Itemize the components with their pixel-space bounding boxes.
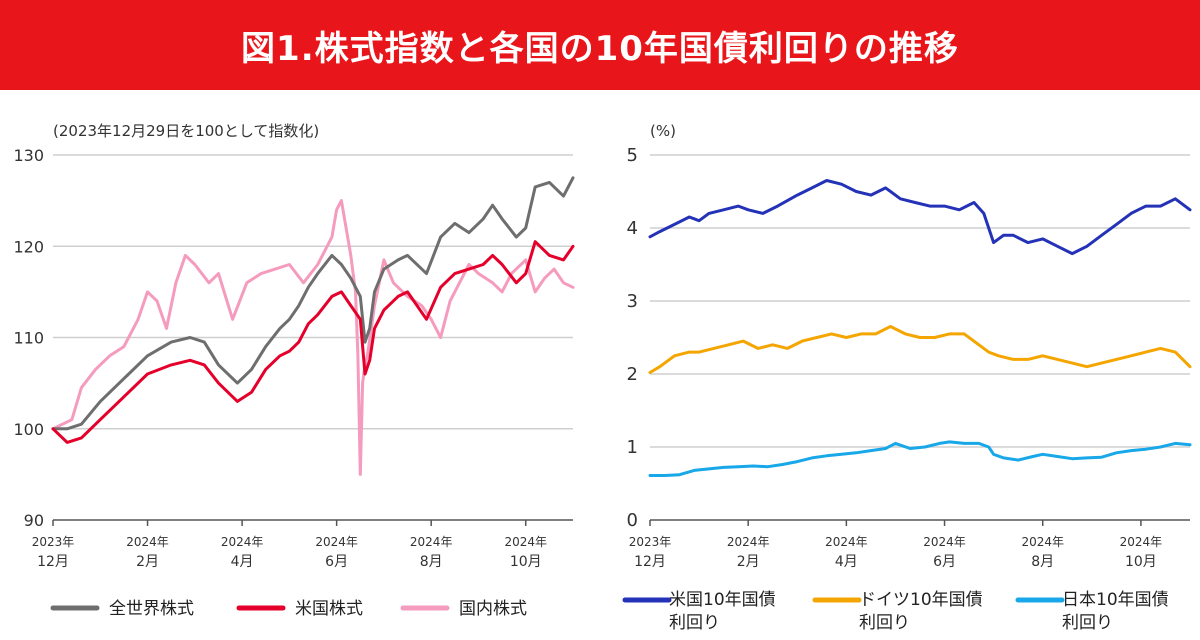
chart-0-xtick-month: 6月 [325,554,348,570]
chart-1-legend-label: ドイツ10年国債 [859,590,983,610]
chart-1-xtick-year: 2024年 [923,535,966,549]
chart-0-xtick-month: 4月 [231,554,254,570]
chart-title-banner: 図1.株式指数と各国の10年国債利回りの推移 [0,0,1200,90]
chart-1-legend-label: 米国10年国債 [669,590,776,610]
chart-1-ytick-label: 0 [627,510,638,531]
chart-0-legend-label: 全世界株式 [109,599,194,619]
chart-0-ytick-label: 90 [24,511,44,530]
chart-1-ytick-label: 4 [627,218,638,239]
chart-1-xtick-year: 2024年 [727,535,770,549]
chart-1-ytick-label: 1 [627,437,638,458]
chart-0-legend-label: 米国株式 [295,599,363,619]
chart-1-legend-label: 日本10年国債 [1062,590,1169,610]
chart-1-legend-label: 利回り [859,613,910,633]
chart-1-xtick-month: 8月 [1031,554,1054,570]
chart-1-ytick-label: 5 [627,145,638,166]
chart-1-ytick-label: 3 [627,291,638,312]
chart-1-series-2-line [648,440,1192,477]
chart-1-xtick-month: 6月 [933,554,956,570]
chart-1-xtick-year: 2024年 [825,535,868,549]
chart-1-xtick-month: 4月 [835,554,858,570]
chart-1-legend-label: 利回り [1062,613,1113,633]
chart-0-xtick-month: 8月 [420,554,443,570]
chart-0-xtick-year: 2024年 [315,535,358,549]
chart-0-series-1-line [51,240,575,444]
chart-0-xtick-year: 2024年 [504,535,547,549]
chart-1-xtick-month: 10月 [1125,554,1157,570]
chart-1-xtick-year: 2024年 [1120,535,1163,549]
chart-0-series-2-line [51,199,575,476]
chart-1-xtick-month: 2月 [737,554,760,570]
chart-1-series-1-line [648,325,1192,374]
chart-0-series-0-line [51,176,575,431]
chart-0-xtick-year: 2024年 [221,535,264,549]
chart-0-subtitle: (2023年12月29日を100として指数化) [53,122,319,140]
chart-0-xtick-year: 2024年 [410,535,453,549]
chart-1-legend-label: 利回り [669,613,720,633]
chart-1-xtick-year: 2023年 [629,535,672,549]
chart-0-legend-label: 国内株式 [459,599,527,619]
chart-0-ytick-label: 130 [13,146,44,165]
chart-1-ytick-label: 2 [627,364,638,385]
chart-1-xtick-month: 12月 [634,554,666,570]
chart-title: 図1.株式指数と各国の10年国債利回りの推移 [241,28,959,69]
chart-0-ytick-label: 120 [13,237,44,256]
chart-1-xtick-year: 2024年 [1021,535,1064,549]
chart-0-xtick-month: 10月 [510,554,542,570]
chart-1-series-0-line [648,179,1192,256]
chart-0-xtick-year: 2024年 [126,535,169,549]
chart-0-xtick-month: 2月 [136,554,159,570]
chart-0-xtick-month: 12月 [37,554,69,570]
chart-0-xtick-year: 2023年 [32,535,75,549]
chart-0-ytick-label: 100 [13,420,44,439]
chart-1-subtitle: (%) [650,122,676,140]
chart-0-ytick-label: 110 [13,329,44,348]
